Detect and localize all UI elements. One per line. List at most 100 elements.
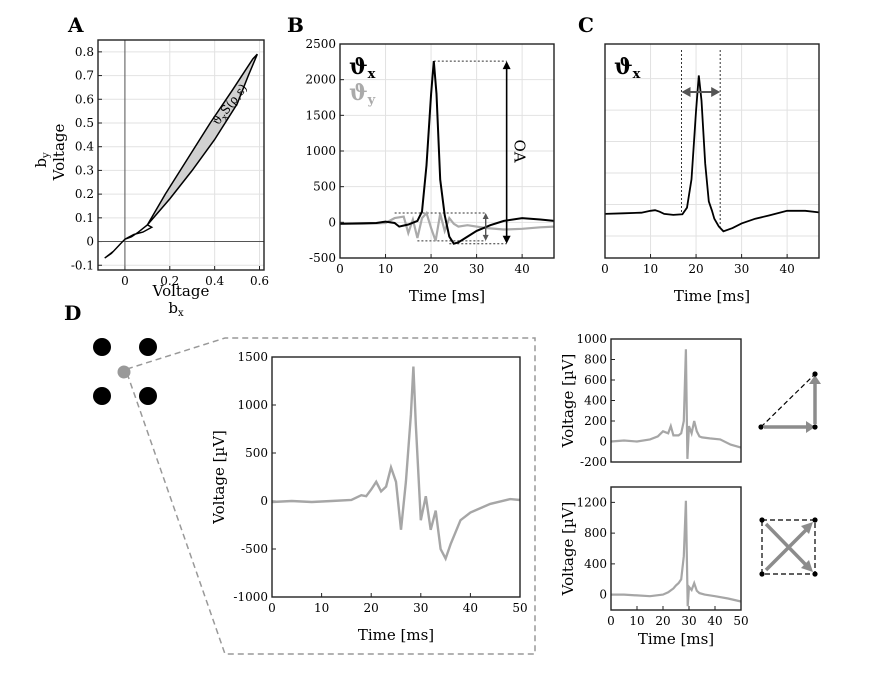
legend-subscript: y (367, 93, 376, 108)
oa-annotation: OA (511, 139, 529, 162)
corner-dot (758, 424, 764, 430)
x-axis-label: Voltage (152, 282, 210, 300)
x-tick-label: 40 (463, 601, 478, 615)
electrode-dot (93, 387, 111, 405)
y-tick-label: 0 (599, 588, 607, 602)
series-line (610, 349, 742, 459)
corner-dot (759, 571, 765, 577)
y-tick-label: 0.8 (75, 45, 94, 59)
oa-arrow-head-up (502, 61, 511, 70)
electrode-dot (93, 338, 111, 356)
y-tick-label: 0 (328, 215, 336, 229)
y-tick-label: 1500 (305, 108, 336, 122)
y-tick-label: 500 (245, 446, 268, 460)
x-tick-label: 20 (688, 262, 703, 276)
axes-box (610, 486, 742, 611)
y-tick-label: 1500 (237, 350, 268, 364)
series-line (271, 366, 521, 562)
electrode-dot (139, 387, 157, 405)
panel-label-c: C (578, 13, 594, 37)
x-tick-label: 50 (512, 601, 527, 615)
zoom-callout-outline (126, 337, 536, 655)
legend-symbol-x: ϑx (614, 54, 641, 82)
y-tick-label: 0.5 (75, 116, 94, 130)
x-tick-label: 30 (469, 262, 484, 276)
x-tick-label: 20 (655, 614, 670, 628)
corner-dot (812, 571, 818, 577)
y-tick-label: 600 (584, 373, 607, 387)
x-tick-label: 20 (423, 262, 438, 276)
gradient-arrow-icon-2 (759, 517, 818, 577)
small-arrow-head-up (482, 213, 489, 220)
x-tick-label: 0 (607, 614, 615, 628)
x-tick-label: 40 (707, 614, 722, 628)
chart-D-main: 0 10 20 30 40 50 -1000 -500 0 500 1000 1500 Time [ms… (210, 350, 528, 644)
plot-background (272, 357, 520, 597)
width-arrow-head-left (681, 87, 691, 97)
panel-label-a: A (67, 13, 84, 37)
y-axis-label: Voltage [µV] (210, 430, 228, 525)
x-tick-label: 30 (681, 614, 696, 628)
corner-dot (812, 517, 818, 523)
y-tick-label: -1000 (233, 590, 268, 604)
loop-main-shape (146, 53, 258, 226)
y-tick-label: 0 (599, 435, 607, 449)
series-line-y (340, 210, 555, 242)
y-tick-label: 0.6 (75, 92, 94, 106)
x-tick-label: 0 (601, 262, 609, 276)
y-tick-label: 400 (584, 394, 607, 408)
axes-box (610, 338, 742, 463)
vertical-arrow-head (809, 375, 821, 384)
x-tick-label: 40 (514, 262, 529, 276)
width-arrow-head-right (711, 87, 721, 97)
x-tick-label: 40 (779, 262, 794, 276)
x-axis-label: Time [ms] (674, 287, 750, 305)
y-tick-label: 2500 (305, 37, 336, 51)
y-tick-label: 1000 (237, 398, 268, 412)
legend-symbol-x: ϑx (349, 54, 376, 82)
horizontal-arrow-head (806, 421, 815, 433)
corner-dot (812, 371, 818, 377)
legend-subscript: x (368, 67, 376, 82)
y-tick-label: 0.7 (75, 69, 94, 83)
diag-arrow-head-1 (801, 522, 813, 534)
y-tick-label: 0.2 (75, 187, 94, 201)
corner-dot (812, 424, 818, 430)
panel-label-b: B (287, 13, 304, 37)
y-tick-label: 1000 (305, 144, 336, 158)
y-tick-label: -500 (309, 251, 336, 265)
y-tick-label: -500 (241, 542, 268, 556)
x-tick-label: 10 (378, 262, 393, 276)
chart-C: 0 10 20 30 40 ϑx Time [ms] (601, 43, 820, 305)
gradient-arrow-icon-1 (758, 371, 821, 433)
y-tick-label: 800 (584, 353, 607, 367)
x-tick-label: 10 (629, 614, 644, 628)
chart-B: 0 10 20 30 40-50005001000150020002500OAϑxϑyT… (305, 37, 555, 305)
x-tick-label: 0 (336, 262, 344, 276)
x-axis-label: Time [ms] (358, 626, 434, 644)
y-axis-label: Voltage [µV] (559, 502, 577, 597)
x-tick-label: 0 (121, 274, 129, 288)
y-tick-label: 0 (260, 494, 268, 508)
y-tick-label: 0.1 (75, 211, 94, 225)
electrode-dot (139, 338, 157, 356)
x-tick-label: 20 (364, 601, 379, 615)
x-axis-label: Time [ms] (409, 287, 485, 305)
y-tick-label: 200 (584, 414, 607, 428)
y-axis-label: Voltage (50, 124, 68, 182)
y-axis-symbol: by (32, 152, 52, 168)
diag-arrow-head-2 (801, 560, 813, 572)
x-tick-label: 10 (314, 601, 329, 615)
x-tick-label: 10 (643, 262, 658, 276)
series-line-x (339, 61, 555, 245)
series-line-x (604, 75, 820, 233)
diagonal-dashed-line (760, 373, 816, 428)
diag-arrow-shaft-1 (764, 528, 808, 572)
y-tick-label: 0.4 (75, 140, 94, 154)
x-tick-label: 0.6 (250, 274, 269, 288)
chart-D-bottom: 0 10 20 30 40 50 0 400 800 1200 Time [ms] Voltage [… (559, 486, 749, 648)
annotation-subscript: x (220, 113, 231, 123)
loop-small-shape (104, 224, 154, 259)
y-tick-label: -0.1 (71, 258, 94, 272)
